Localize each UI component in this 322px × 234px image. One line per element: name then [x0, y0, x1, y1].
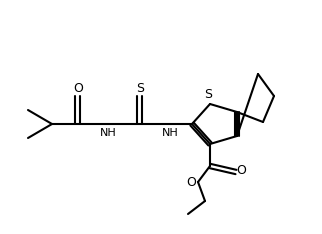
Text: O: O	[186, 176, 196, 189]
Text: S: S	[204, 88, 212, 102]
Text: NH: NH	[99, 128, 116, 138]
Text: O: O	[236, 164, 246, 176]
Text: S: S	[136, 83, 144, 95]
Text: O: O	[73, 83, 83, 95]
Text: NH: NH	[162, 128, 178, 138]
